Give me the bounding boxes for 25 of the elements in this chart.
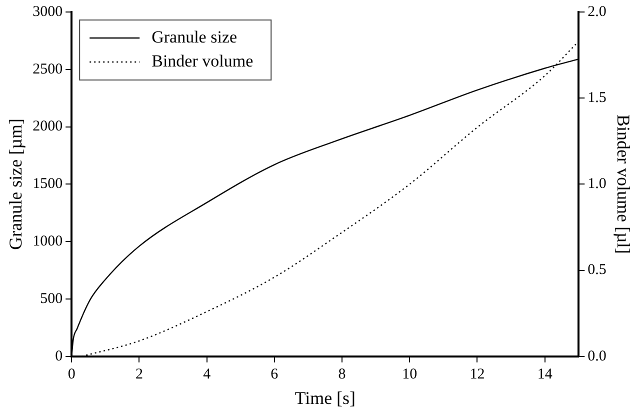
y-tick-label: 0 [55, 348, 63, 364]
x-tick-label: 8 [338, 366, 346, 382]
x-tick-label: 12 [470, 366, 485, 382]
y2-tick-label: 1.5 [588, 90, 606, 106]
legend-label: Binder volume [152, 51, 254, 70]
y-tick-label: 3000 [32, 4, 63, 20]
x-tick-label: 14 [537, 366, 553, 382]
y2-tick-label: 1.0 [588, 176, 606, 192]
legend-label: Granule size [152, 27, 238, 46]
y-tick-label: 2500 [32, 61, 63, 78]
x-tick-label: 0 [68, 366, 76, 382]
x-tick-label: 6 [270, 366, 279, 382]
y-tick-label: 2000 [32, 118, 63, 135]
x-tick-label: 4 [203, 366, 212, 382]
y-tick-label: 500 [40, 290, 63, 307]
y-tick-label: 1000 [32, 234, 63, 250]
y2-axis-title: Binder volume [µl] [613, 114, 634, 254]
x-tick-label: 10 [402, 366, 418, 382]
x-tick-label: 2 [135, 366, 143, 382]
y2-tick-label: 2.0 [588, 4, 606, 20]
y-axis-title: Granule size [µm] [6, 118, 26, 250]
y2-tick-label: 0.0 [588, 348, 606, 364]
y-tick-label: 1500 [32, 176, 63, 192]
y2-tick-label: 0.5 [588, 262, 606, 278]
x-axis-title: Time [s] [294, 388, 356, 408]
